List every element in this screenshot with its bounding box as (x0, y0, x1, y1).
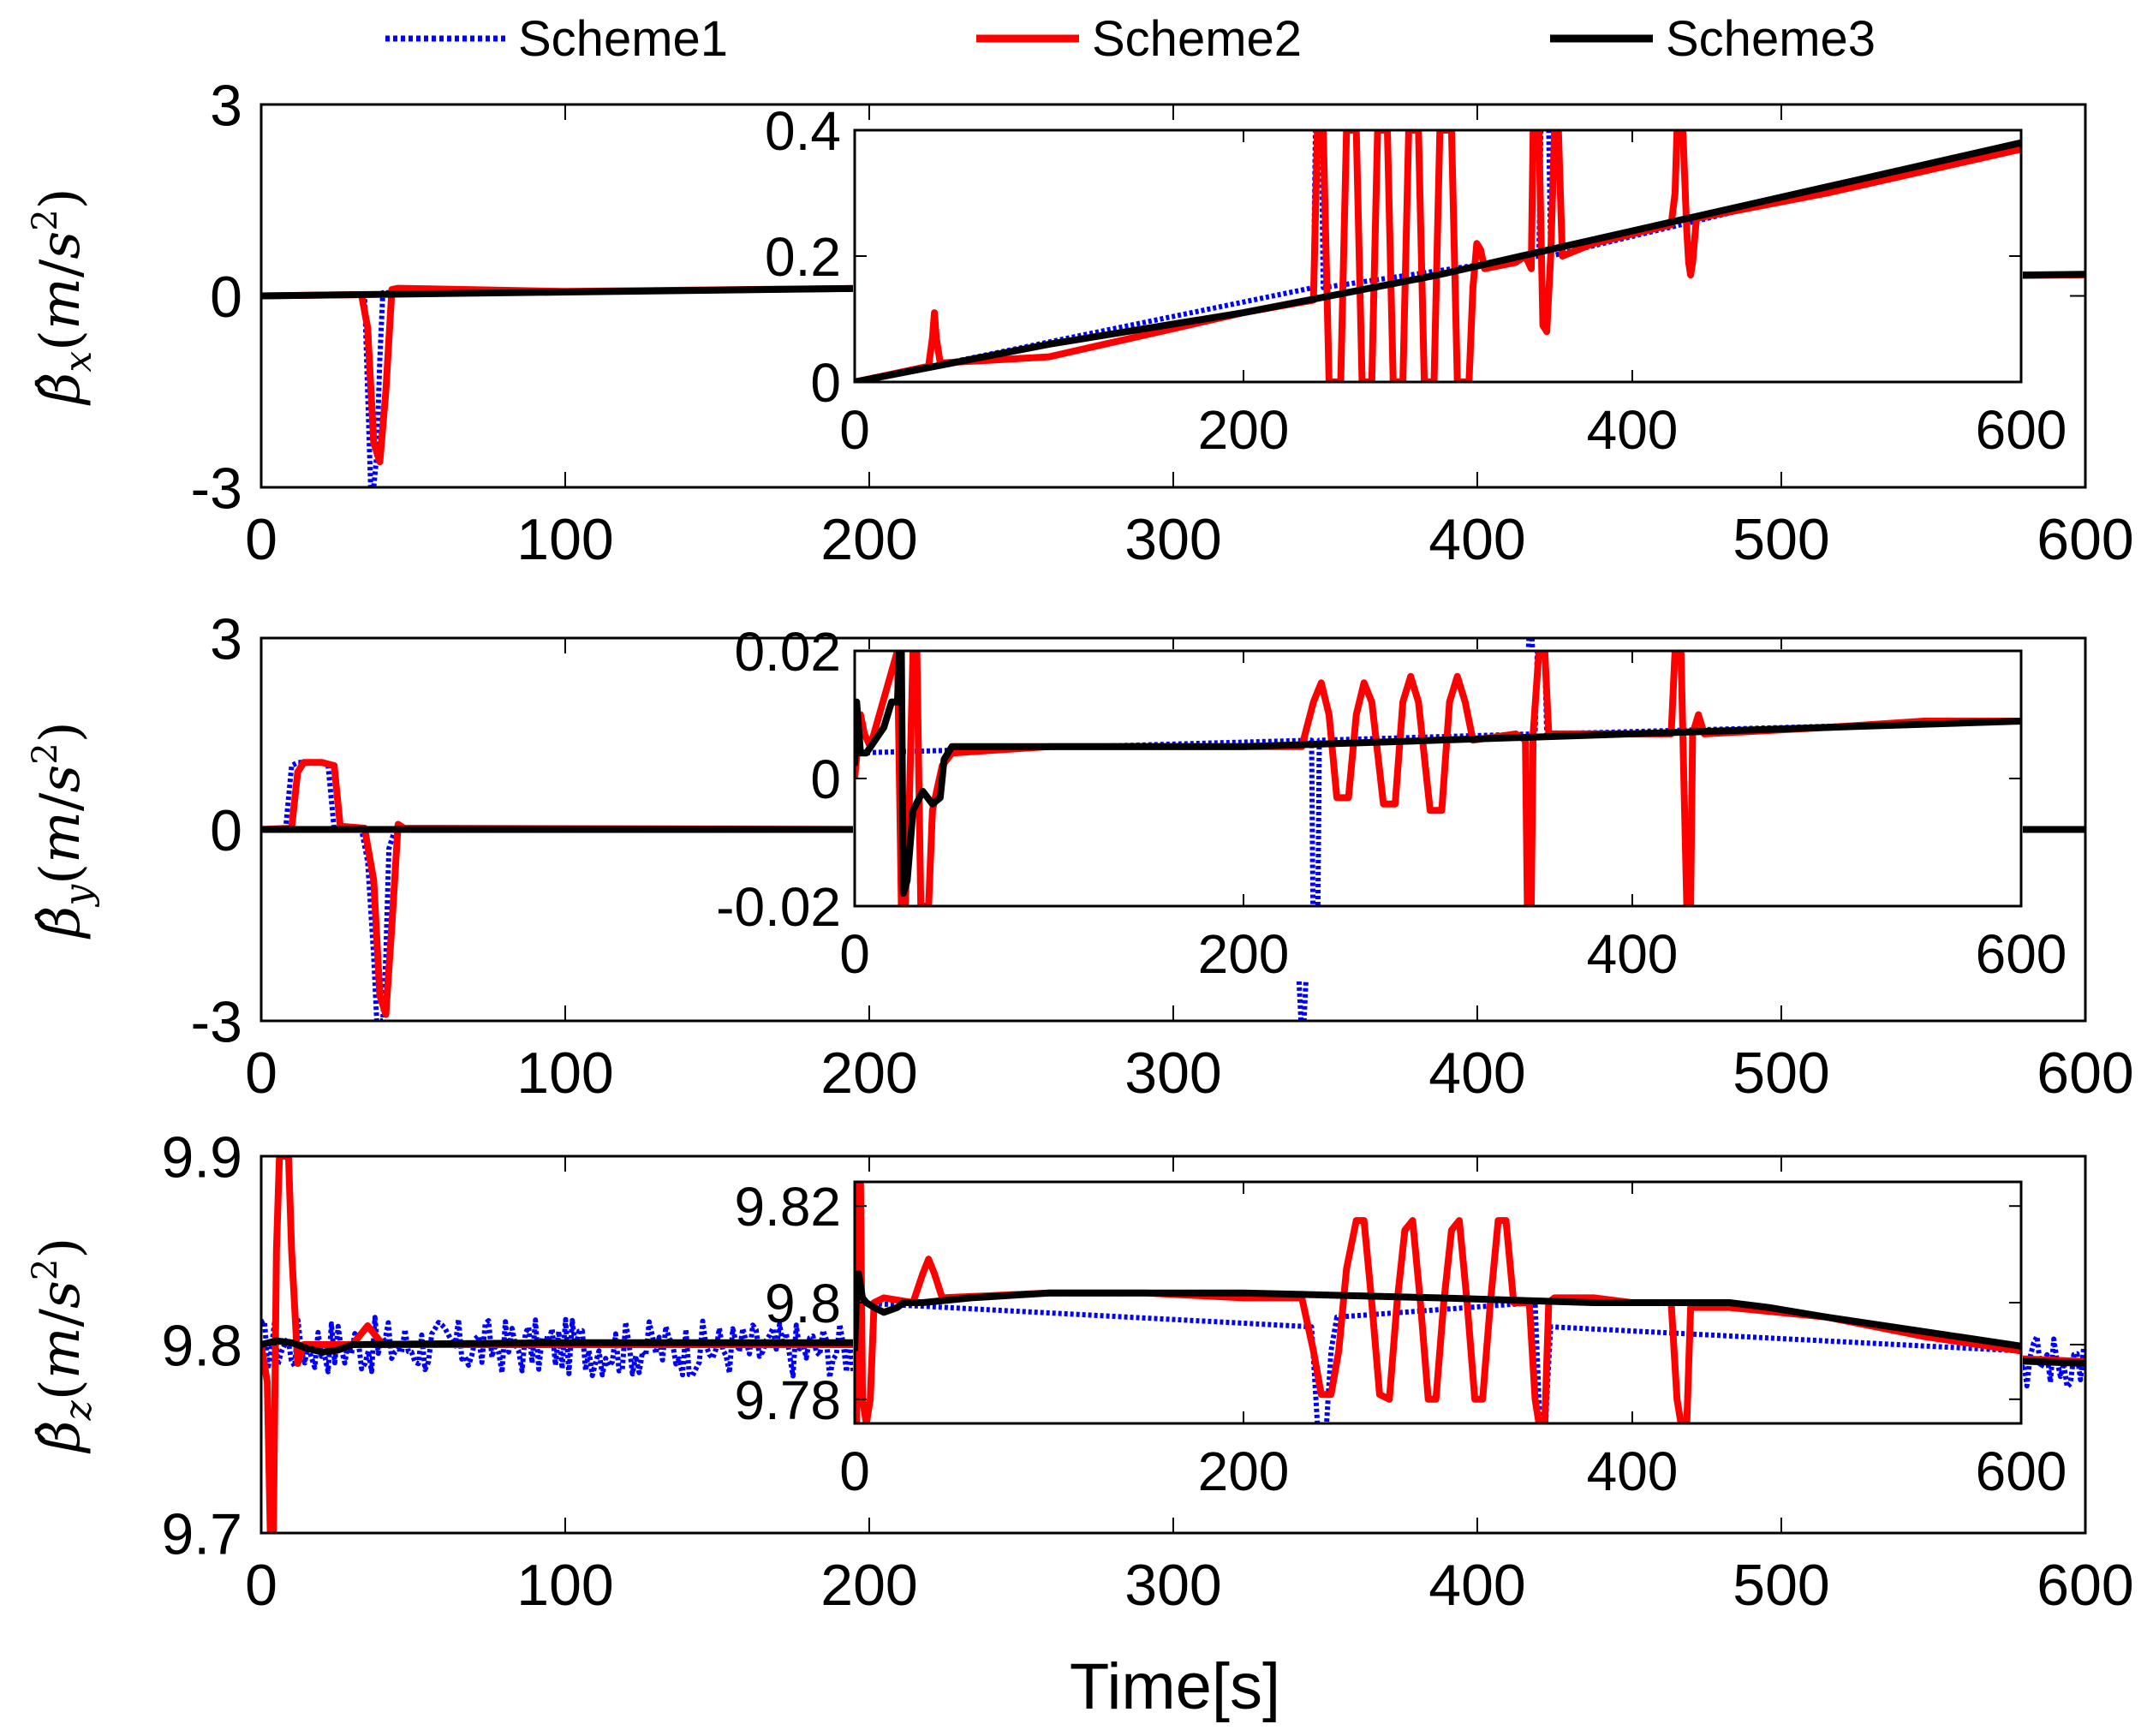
beta-x-ytick-label: 0 (210, 265, 242, 330)
beta-z-xtick-label: 400 (1428, 1553, 1525, 1618)
legend-label-scheme2: Scheme2 (1092, 11, 1302, 67)
beta-y-inset-background (853, 649, 2023, 981)
beta-y-ytick-label: 3 (210, 606, 242, 671)
beta-y-inset-xtick-label: 400 (1587, 923, 1679, 985)
beta-z-inset-series-group (855, 1182, 2021, 1423)
beta-z-y-axis-label: β̂z(m/s2) (26, 1238, 100, 1454)
beta-x-inset-xtick-label: 600 (1976, 399, 2067, 461)
beta-z-xtick-label: 300 (1124, 1553, 1221, 1618)
beta-x-inset-series-scheme3 (855, 139, 2021, 382)
beta-z-ytick-label: 9.7 (161, 1501, 242, 1566)
beta-x-inset-xtick-label: 400 (1587, 399, 1679, 461)
beta-y-y-axis-label: β̂y(m/s2) (26, 721, 100, 939)
beta-y-inset-series-scheme3 (855, 651, 2021, 898)
beta-z-inset-xtick-label: 0 (839, 1441, 870, 1502)
beta-z-xtick-label: 100 (516, 1553, 613, 1618)
beta-z-inset-ytick-label: 9.78 (734, 1369, 841, 1431)
beta-y-inset-xtick-label: 0 (839, 923, 870, 985)
beta-y-inset-series-group (855, 651, 2021, 906)
beta-z-inset-ytick-label: 9.82 (734, 1176, 841, 1238)
beta-y-inset-ytick-label: 0.02 (734, 621, 841, 683)
beta-x-inset-series-group (855, 130, 2021, 382)
beta-x-xtick-label: 300 (1124, 507, 1221, 572)
beta-y-inset-xtick-label: 200 (1198, 923, 1290, 985)
beta-y-xtick-label: 500 (1733, 1041, 1829, 1106)
beta-y-inset-series-scheme1 (855, 651, 2021, 906)
beta-y-ytick-label: -3 (191, 989, 242, 1054)
panel-beta-z: 0 100 200 300 400 500 600 9.7 9.8 9.9 0 200 400 600 9.… (26, 1125, 2134, 1618)
beta-y-inset-series-scheme2 (855, 651, 2021, 906)
beta-z-inset-xtick-label: 200 (1198, 1441, 1290, 1502)
beta-x-inset-ytick-label: 0.4 (765, 100, 841, 162)
beta-y-inset-ytick-label: -0.02 (716, 876, 841, 938)
beta-z-ytick-label: 9.9 (161, 1125, 242, 1190)
beta-x-ytick-label: -3 (191, 456, 242, 521)
beta-x-inset-series-scheme2 (855, 130, 2021, 382)
beta-x-inset-xtick-label: 200 (1198, 399, 1290, 461)
beta-z-inset-xtick-label: 600 (1976, 1441, 2067, 1502)
beta-z-ytick-label: 9.8 (161, 1313, 242, 1378)
beta-y-xtick-label: 600 (2037, 1041, 2133, 1106)
beta-z-inset-frame (853, 1180, 2023, 1425)
x-axis-label: Time[s] (1070, 1650, 1280, 1723)
beta-y-xtick-label: 100 (516, 1041, 613, 1106)
beta-z-inset-ytick-label: 9.8 (765, 1273, 841, 1334)
beta-y-xtick-label: 400 (1428, 1041, 1525, 1106)
beta-x-inset-xtick-label: 0 (839, 399, 870, 461)
beta-y-inset-xtick-label: 600 (1976, 923, 2067, 985)
beta-x-ytick-label: 3 (210, 73, 242, 138)
legend-label-scheme1: Scheme1 (518, 11, 728, 67)
beta-y-inset-ytick-label: 0 (810, 749, 841, 810)
beta-x-inset-ytick-label: 0 (810, 352, 841, 414)
beta-y-inset-frame (853, 649, 2023, 908)
beta-x-xtick-label: 400 (1428, 507, 1525, 572)
legend: Scheme1 Scheme2 Scheme3 (385, 11, 1876, 67)
legend-label-scheme3: Scheme3 (1666, 11, 1876, 67)
beta-z-inset-series-scheme3 (855, 1270, 2021, 1351)
beta-x-xtick-label: 200 (820, 507, 917, 572)
beta-y-xtick-label: 300 (1124, 1041, 1221, 1106)
beta-z-inset-xtick-label: 400 (1587, 1441, 1679, 1502)
beta-x-xtick-label: 100 (516, 507, 613, 572)
beta-y-xtick-label: 200 (820, 1041, 917, 1106)
beta-z-xtick-label: 0 (245, 1553, 277, 1618)
beta-z-inset-series-scheme2 (855, 1182, 2021, 1423)
beta-y-xtick-label: 0 (245, 1041, 277, 1106)
beta-z-xtick-label: 200 (820, 1553, 917, 1618)
beta-x-inset-frame (853, 128, 2023, 384)
beta-y-ytick-label: 0 (210, 798, 242, 863)
beta-x-xtick-label: 500 (1733, 507, 1829, 572)
beta-z-xtick-label: 600 (2037, 1553, 2133, 1618)
beta-x-xtick-label: 0 (245, 507, 277, 572)
beta-x-y-axis-label: β̂x(m/s2) (26, 188, 100, 405)
beta-x-xtick-label: 600 (2037, 507, 2133, 572)
beta-z-xtick-label: 500 (1733, 1553, 1829, 1618)
beta-x-inset-ytick-label: 0.2 (765, 226, 841, 288)
